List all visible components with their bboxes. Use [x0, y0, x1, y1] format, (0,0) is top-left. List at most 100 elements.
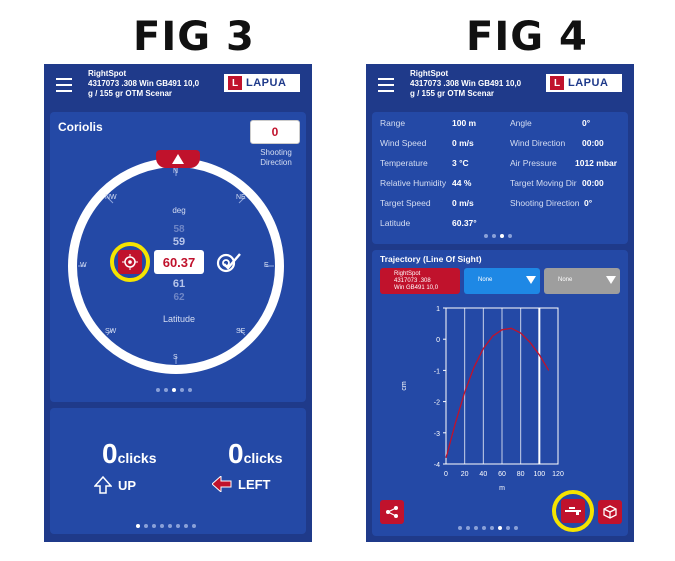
share-button[interactable] [380, 500, 404, 524]
wheel-value-above-1: 59 [172, 236, 186, 248]
cond-humidity-value: 44 % [452, 178, 472, 188]
x-tick-label: 40 [479, 471, 487, 478]
x-tick-label: 100 [533, 471, 545, 478]
horizontal-direction: LEFT [212, 476, 271, 492]
shooting-direction-label: Shooting Direction [260, 148, 292, 167]
cond-temperature[interactable]: Temperature [380, 158, 428, 168]
latitude-value[interactable]: 60.37 [154, 250, 204, 274]
page-indicator-bottom [458, 526, 518, 530]
locate-button[interactable] [110, 242, 150, 282]
coriolis-title: Coriolis [58, 120, 103, 134]
compass-sw: SW [105, 328, 117, 335]
vertical-clicks: 0clicks [102, 438, 157, 469]
cond-shooting-direction[interactable]: Shooting Direction [510, 198, 580, 208]
lapua-logo: L LAPUA [222, 72, 302, 94]
cond-wind-direction[interactable]: Wind Direction [510, 138, 566, 148]
trajectory-line [445, 327, 550, 458]
menu-icon[interactable] [378, 78, 394, 92]
compass-n: N [173, 168, 179, 175]
trajectory-chart[interactable]: 0 20 40 60 80 100 120 1 0 -1 -2 -3 -4 m cm [372, 300, 628, 492]
cube-icon [603, 505, 617, 519]
view-toggle-highlight[interactable] [552, 490, 594, 532]
3d-view-button[interactable] [598, 500, 622, 524]
wheel-value-above-2: 58 [173, 224, 185, 235]
chevron-down-icon [526, 276, 536, 284]
clicks-card: 0clicks UP 0clicks LEFT [50, 408, 306, 534]
x-tick-label: 120 [552, 471, 564, 478]
page-indicator [484, 234, 512, 238]
wheel-value-below-2: 62 [173, 292, 185, 303]
shooting-direction-value[interactable]: 0 [250, 120, 300, 144]
menu-icon[interactable] [56, 78, 72, 92]
x-tick-label: 20 [461, 471, 469, 478]
direction-pointer[interactable] [156, 150, 200, 168]
reset-target-icon[interactable] [214, 252, 242, 274]
unit-label: deg [172, 206, 186, 215]
conditions-card: Range 100 m Wind Speed 0 m/s Temperature… [372, 112, 628, 244]
share-icon [386, 506, 398, 518]
ammo-selector-2[interactable]: None [464, 268, 540, 294]
coriolis-card: Coriolis 0 Shooting Direction N [50, 112, 306, 402]
compass-nw: NW [105, 194, 117, 201]
cond-shooting-direction-value: 0° [584, 198, 593, 208]
fig3-screen: RightSpot 4317073 .308 Win GB491 10,0 g … [44, 64, 312, 542]
cond-air-pressure-value: 1012 mbar [575, 158, 618, 168]
trajectory-card: Trajectory (Line Of Sight) RightSpot 431… [372, 250, 628, 536]
cond-range-value: 100 m [452, 118, 477, 128]
cond-target-speed-value: 0 m/s [452, 198, 474, 208]
rifle-view-button[interactable] [561, 499, 585, 523]
y-tick-label: -3 [434, 431, 440, 438]
chevron-down-icon [606, 276, 616, 284]
app-header: RightSpot 4317073 .308 Win GB491 10,0 g … [366, 64, 634, 108]
y-tick-label: -2 [434, 400, 440, 407]
cond-wind-speed-value: 0 m/s [452, 138, 474, 148]
lapua-logo: L LAPUA [544, 72, 624, 94]
cond-latitude[interactable]: Latitude [380, 218, 411, 228]
fig3-caption: FIG 3 [133, 14, 255, 60]
cond-temperature-value: 3 °C [452, 158, 469, 168]
compass-ne: NE [236, 194, 246, 201]
cond-target-speed[interactable]: Target Speed [380, 198, 431, 208]
cond-air-pressure[interactable]: Air Pressure [510, 158, 557, 168]
y-tick-label: -1 [434, 368, 440, 375]
ammo-selector-1[interactable]: RightSpot 4317073 .308 Win GB491 10,0 [380, 268, 460, 294]
y-axis-label: cm [401, 381, 408, 391]
page-indicator [156, 388, 192, 392]
cond-target-moving-dir-value: 00:00 [582, 178, 604, 188]
compass-e: E [264, 262, 269, 269]
arrow-up-outline-icon [94, 476, 112, 494]
cond-wind-speed[interactable]: Wind Speed [380, 138, 427, 148]
cond-humidity[interactable]: Relative Humidity [380, 178, 447, 188]
fig4-caption: FIG 4 [466, 14, 588, 60]
profile-info: RightSpot 4317073 .308 Win GB491 10,0 g … [410, 69, 522, 98]
page-indicator-bottom [136, 524, 196, 528]
cond-angle-value: 0° [582, 118, 591, 128]
profile-info: RightSpot 4317073 .308 Win GB491 10,0 g … [88, 69, 200, 98]
cond-range[interactable]: Range [380, 118, 406, 128]
y-tick-label: 0 [436, 337, 440, 344]
compass-ticks [78, 168, 274, 364]
latitude-label: Latitude [162, 314, 196, 324]
compass-se: SE [236, 328, 246, 335]
y-tick-label: 1 [436, 306, 440, 313]
app-header: RightSpot 4317073 .308 Win GB491 10,0 g … [44, 64, 312, 108]
cond-angle[interactable]: Angle [510, 118, 532, 128]
wheel-value-below-1: 61 [172, 278, 186, 290]
arrow-up-icon [172, 154, 184, 164]
x-tick-label: 0 [444, 471, 448, 478]
compass-s: S [173, 354, 178, 361]
cond-target-moving-dir[interactable]: Target Moving Dir [510, 178, 577, 188]
rifle-icon [565, 507, 581, 515]
cond-latitude-value: 60.37° [452, 218, 477, 228]
horizontal-clicks: 0clicks [228, 438, 283, 469]
crosshair-icon [118, 250, 142, 274]
fig4-screen: RightSpot 4317073 .308 Win GB491 10,0 g … [366, 64, 634, 542]
cond-wind-direction-value: 00:00 [582, 138, 604, 148]
arrow-left-icon [212, 476, 232, 492]
compass-w: W [80, 262, 87, 269]
vertical-direction: UP [94, 476, 136, 494]
x-tick-label: 80 [517, 471, 525, 478]
y-tick-label: -4 [434, 462, 440, 469]
ammo-selector-3[interactable]: None [544, 268, 620, 294]
x-axis-label: m [499, 485, 505, 492]
